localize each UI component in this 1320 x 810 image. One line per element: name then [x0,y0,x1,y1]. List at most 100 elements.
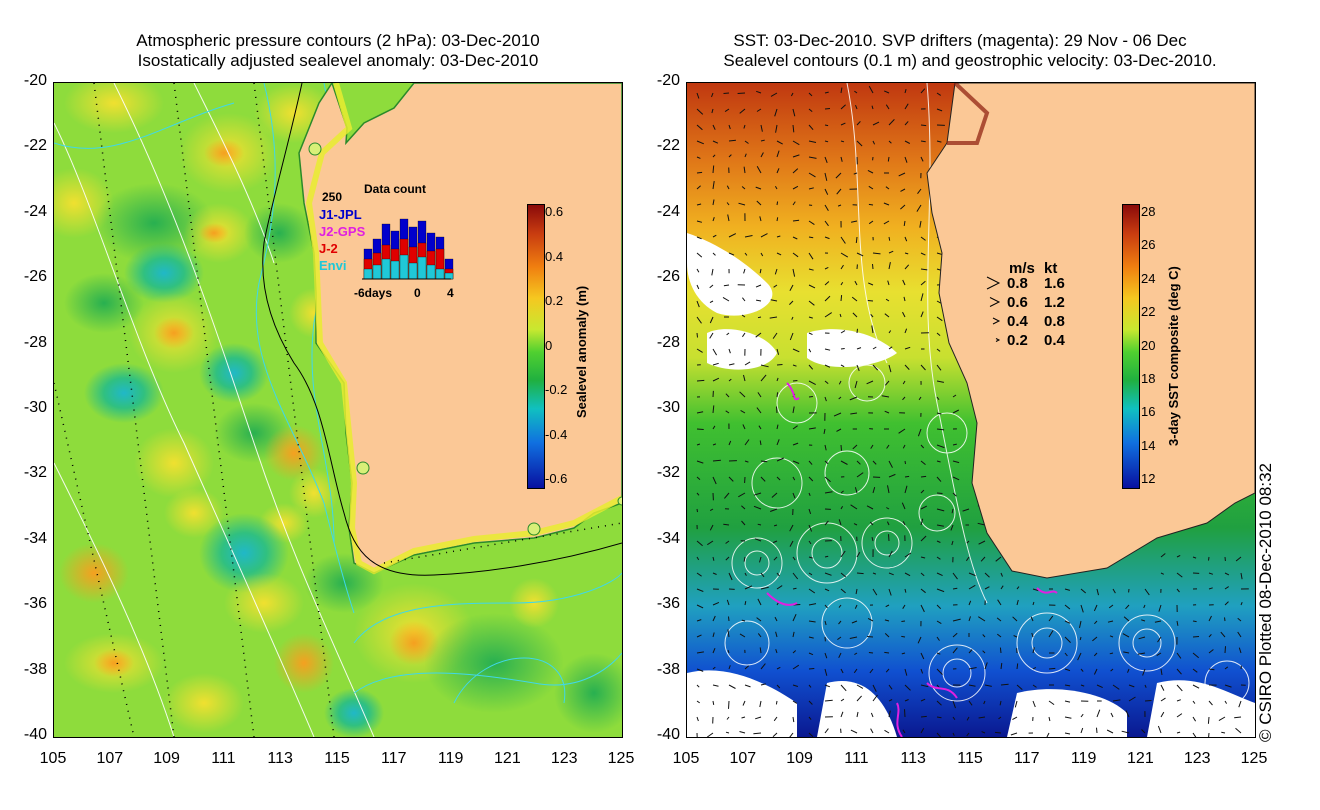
velocity-arrow [920,505,928,510]
velocity-arrow [920,88,926,94]
velocity-arrow [900,188,906,192]
right-colorbar-tick-label: 22 [1141,304,1156,320]
right-x-tick-label: 115 [957,750,983,767]
inset-xlabel-mid: 0 [414,286,421,300]
velocity-arrow [808,236,814,239]
velocity-arrow [756,200,762,206]
velocity-arrow [1176,588,1180,593]
right-warm-coast-band [947,83,990,145]
velocity-arrow [1121,730,1130,734]
velocity-arrow [904,140,911,144]
velocity-arrow [1142,668,1146,676]
velocity-arrow [725,393,730,398]
velocity-arrow [978,616,986,622]
velocity-arrow [904,709,906,718]
velocity-arrow [824,444,827,451]
velocity-arrow [696,668,704,672]
velocity-arrow [1240,572,1243,580]
inset-bar [390,260,400,280]
velocity-arrow [744,684,751,688]
velocity-arrow [1224,666,1229,670]
velocity-arrow [792,236,798,240]
velocity-arrow [792,684,799,687]
velocity-arrow [808,427,816,430]
velocity-arrow [711,108,714,114]
velocity-arrow [902,444,906,449]
inset-title: Data count [364,182,426,196]
velocity-arrow [1080,727,1084,734]
velocity-arrow [1192,652,1200,659]
velocity-arrow [728,363,735,366]
velocity-arrow [696,171,703,174]
velocity-arrow [756,407,762,414]
velocity-arrow [712,476,717,485]
velocity-arrow [728,139,736,142]
velocity-arrow [776,457,785,462]
velocity-arrow [1064,604,1071,610]
velocity-arrow [1046,732,1050,737]
velocity-arrow [902,311,906,318]
velocity-arrow [771,492,778,498]
speed-legend-ms: 0.2 [1007,332,1028,349]
inset-bar [399,254,409,280]
velocity-arrow [901,502,906,510]
velocity-arrow [840,364,845,368]
velocity-arrow [760,586,769,590]
velocity-arrow [936,700,942,706]
velocity-arrow [712,165,715,174]
inset-legend-envi: Envi [319,258,346,273]
velocity-arrow [888,119,895,126]
right-map-svg: m/s kt 0.8 1.6 0.6 1.2 0.4 0.8 0.2 0.4 [687,83,1255,737]
velocity-arrow [868,85,874,94]
velocity-arrow [696,284,700,290]
velocity-arrow [741,186,746,190]
velocity-arrow [1079,620,1082,629]
velocity-arrow [888,330,892,334]
velocity-arrow [808,252,814,260]
velocity-arrow [1192,684,1200,689]
velocity-arrow [920,535,927,542]
speed-legend-arrow-icon [995,338,1001,342]
velocity-arrow [696,203,702,206]
velocity-arrow [936,476,942,482]
velocity-arrow [856,684,864,689]
velocity-arrow [757,392,762,398]
velocity-arrow [856,347,862,350]
velocity-arrow [755,716,762,720]
velocity-arrow [952,572,958,580]
velocity-arrow [952,443,957,446]
velocity-arrow [1014,700,1018,708]
right-x-tick-label: 123 [1183,750,1211,767]
velocity-arrow [1160,697,1166,702]
velocity-arrow [870,313,874,318]
velocity-arrow [696,379,705,382]
velocity-arrow [936,396,940,400]
velocity-arrow [997,599,1002,606]
inset-bar [372,264,382,280]
velocity-arrow [712,252,716,256]
velocity-arrow [936,524,944,527]
velocity-arrow [696,108,704,115]
velocity-arrow [936,668,943,675]
velocity-arrow [792,631,795,638]
velocity-arrow [888,550,893,558]
velocity-arrow [792,140,800,146]
velocity-arrow [1123,651,1130,654]
velocity-arrow [869,521,874,526]
left-station-marker [356,461,370,475]
velocity-arrow [756,617,762,622]
velocity-arrow [824,699,833,702]
velocity-arrow [776,201,779,206]
velocity-arrow [1000,662,1003,670]
velocity-arrow [920,715,927,718]
velocity-arrow [808,460,813,465]
velocity-arrow [742,297,746,302]
velocity-arrow [728,124,731,130]
velocity-arrow [968,600,972,606]
velocity-arrow [740,409,746,414]
velocity-arrow [808,268,814,271]
velocity-arrow [760,572,765,578]
velocity-arrow [808,668,815,670]
velocity-arrow [902,396,906,401]
right-y-tick-label: -32 [656,464,680,482]
